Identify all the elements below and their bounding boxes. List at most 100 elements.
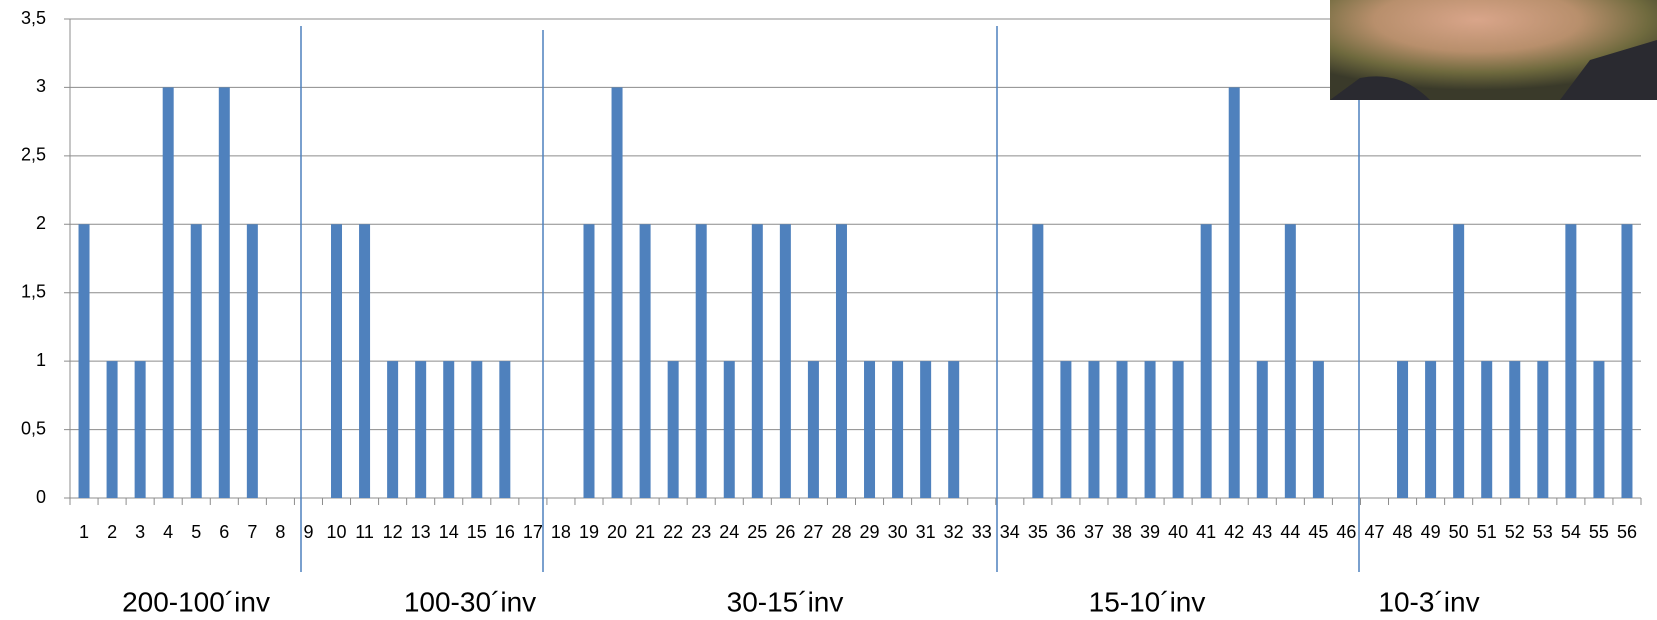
x-tick-label: 32 (944, 522, 964, 542)
bar (1088, 361, 1100, 498)
group-label: 15-10´inv (1089, 586, 1206, 617)
x-tick-label: 53 (1533, 522, 1553, 542)
y-tick-label: 0,5 (21, 418, 46, 438)
x-tick-label: 17 (523, 522, 543, 542)
bar (1537, 361, 1549, 498)
bar (331, 224, 343, 499)
bar (1621, 224, 1633, 499)
bar (499, 361, 511, 498)
x-tick-label: 15 (467, 522, 487, 542)
y-tick-label: 2 (36, 213, 46, 233)
x-tick-label: 25 (747, 522, 767, 542)
bar (1200, 224, 1212, 499)
x-tick-label: 43 (1252, 522, 1272, 542)
x-tick-label: 26 (775, 522, 795, 542)
bar (359, 224, 371, 499)
group-label: 100-30´inv (404, 586, 536, 617)
bar (667, 361, 679, 498)
bar (218, 87, 230, 498)
bar (639, 224, 651, 499)
x-tick-label: 37 (1084, 522, 1104, 542)
group-label: 200-100´inv (122, 586, 270, 617)
x-tick-label: 21 (635, 522, 655, 542)
bar (1593, 361, 1605, 498)
x-tick-label: 51 (1477, 522, 1497, 542)
bar (611, 87, 623, 498)
y-tick-label: 0 (36, 487, 46, 507)
x-tick-label: 33 (972, 522, 992, 542)
y-tick-label: 1 (36, 350, 46, 370)
bar (1172, 361, 1184, 498)
bar (471, 361, 483, 498)
x-tick-label: 9 (303, 522, 313, 542)
bar (1228, 87, 1240, 498)
bar (695, 224, 707, 499)
x-tick-label: 40 (1168, 522, 1188, 542)
x-tick-label: 4 (163, 522, 173, 542)
bar (246, 224, 258, 499)
bar (387, 361, 399, 498)
bar (1256, 361, 1268, 498)
x-tick-label: 16 (495, 522, 515, 542)
bar (1116, 361, 1128, 498)
x-tick-label: 49 (1421, 522, 1441, 542)
x-tick-label: 1 (79, 522, 89, 542)
bar (835, 224, 847, 499)
bar (1144, 361, 1156, 498)
x-tick-label: 48 (1393, 522, 1413, 542)
x-tick-label: 13 (411, 522, 431, 542)
bar (1453, 224, 1465, 499)
x-tick-label: 54 (1561, 522, 1581, 542)
x-tick-label: 7 (247, 522, 257, 542)
y-tick-label: 2,5 (21, 145, 46, 165)
bar (892, 361, 904, 498)
x-tick-label: 34 (1000, 522, 1020, 542)
bar (920, 361, 932, 498)
x-tick-label: 5 (191, 522, 201, 542)
bar (807, 361, 819, 498)
x-tick-label: 3 (135, 522, 145, 542)
bar (1032, 224, 1044, 499)
x-tick-label: 56 (1617, 522, 1637, 542)
x-tick-label: 46 (1336, 522, 1356, 542)
bar (1425, 361, 1437, 498)
x-tick-label: 50 (1449, 522, 1469, 542)
bar (1060, 361, 1072, 498)
group-label: 30-15´inv (727, 586, 844, 617)
bar (162, 87, 174, 498)
x-tick-label: 36 (1056, 522, 1076, 542)
bar (751, 224, 763, 499)
y-tick-label: 1,5 (21, 281, 46, 301)
x-tick-label: 41 (1196, 522, 1216, 542)
bar (1565, 224, 1577, 499)
x-tick-label: 45 (1308, 522, 1328, 542)
x-tick-label: 18 (551, 522, 571, 542)
x-tick-label: 14 (439, 522, 459, 542)
photo-suit (1330, 40, 1657, 100)
x-tick-label: 28 (831, 522, 851, 542)
x-tick-label: 8 (275, 522, 285, 542)
x-tick-label: 29 (860, 522, 880, 542)
x-tick-label: 24 (719, 522, 739, 542)
x-tick-label: 19 (579, 522, 599, 542)
x-tick-label: 12 (383, 522, 403, 542)
x-tick-label: 38 (1112, 522, 1132, 542)
x-tick-label: 39 (1140, 522, 1160, 542)
x-tick-label: 23 (691, 522, 711, 542)
x-tick-label: 31 (916, 522, 936, 542)
bar (948, 361, 960, 498)
x-tick-label: 20 (607, 522, 627, 542)
x-tick-label: 10 (326, 522, 346, 542)
x-tick-label: 52 (1505, 522, 1525, 542)
x-tick-label: 6 (219, 522, 229, 542)
x-tick-label: 27 (803, 522, 823, 542)
bar (1481, 361, 1493, 498)
x-tick-label: 55 (1589, 522, 1609, 542)
x-tick-label: 44 (1280, 522, 1300, 542)
bar (864, 361, 876, 498)
y-tick-label: 3,5 (21, 8, 46, 28)
x-tick-label: 47 (1364, 522, 1384, 542)
bar (134, 361, 146, 498)
